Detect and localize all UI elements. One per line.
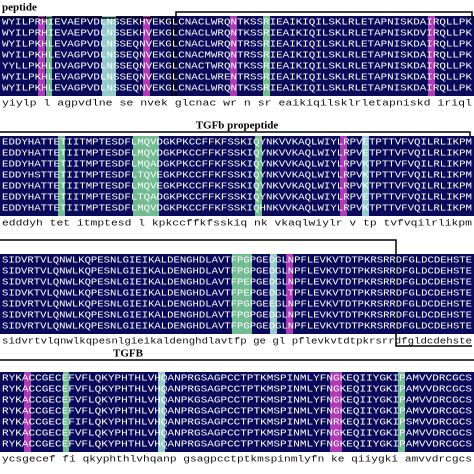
sequence-row: EDDYHATTETIITMPTESDFLMQVDGKPKCCFFKFSSKIQ… [2, 203, 472, 213]
sequence-row: RYKACCGECEFVFLQKYPHTHLVHQANPRGSAGPCCTPTK… [2, 373, 472, 383]
panel [0, 372, 474, 452]
sequence-row: SIDVRTVLQNWLKQPESNLGIEIKALDENGHDLAVTFPGP… [2, 299, 472, 309]
sequence-row: RYKACCGECEFVFLQKYPHTHLVHQANPKGSAGPCCTPTK… [2, 395, 472, 405]
sequence-row: WYILPRHIEVAEPVDLNSSEKHVEKGLCNACLWRQNTKSS… [2, 17, 473, 27]
sequence-row: WYILPKHLEVAGPVDLNSSEQNVEKGLCNACLWRQNTKSS… [2, 83, 473, 93]
sequence-row: WYILPKHLEVAGPVDLNSSEQNVEKGLCNACLWRQNTRSS… [2, 39, 473, 49]
sequence-row: WYILPKHLEVAGPVDLNSSEQNVEKGLCNACLWRENTRSS… [2, 72, 473, 82]
sequence-row: SIDVRTVLQNWLKQPESNLGIEIKALDENGHDLAVTFPGP… [2, 310, 472, 320]
sequence-row: EDDYHATTETIITMPTESDFLMQADGKPKCCFFKFSSKIQ… [2, 159, 472, 169]
sequence-row: EDDYHATTETIITMPTESDFLMQVDGKPKCCFFKFSSKIQ… [2, 148, 472, 158]
region-brackets [0, 11, 474, 361]
sequence-row: RYKACCGECEFIFLQKYPHTHLVHQANPRGSAGPCCTPTK… [2, 417, 472, 427]
sequence-row: EDDYHSTTETIITMPTESDFLTQVEGKPKCCFFKFSSKIQ… [2, 170, 472, 180]
panel [0, 136, 474, 216]
sequence-row: YYLLPKHLDVAGPVDLNSSEQNVEKGLCNACTWRQNTKSS… [2, 61, 473, 71]
consensus-row: sidvrtvlqnwlkqpesnlgieikaldenghdlavtfp g… [2, 336, 472, 346]
sequence-row: WYILPRHIEVAEPVDLNSSEKHVEKGLCNACLWRQNTKSS… [2, 28, 473, 38]
sequence-row: SIDVRTVLQNWLKQPESNLGIEIKALDENGHDLAVTFPGP… [2, 266, 472, 276]
region-label: TGFB [113, 348, 144, 360]
sequence-row: RYKACCGECEFVFLQKYPHTHLVHQANPRGSAGPCCTPTK… [2, 384, 472, 394]
sequence-row: SIDVRTVLQNWLKQPESNLGIEIKALDENGHDLAVTFPEP… [2, 277, 472, 287]
sequence-row: RYKACCGECEFVFLQKYPHTHLVHQANPRGSAGPCCTPTK… [2, 428, 472, 438]
region-label: TGFb propeptide [196, 120, 279, 132]
consensus-row: edddyh tet itmptesd l kpkccffkfsskiq nk … [2, 218, 472, 228]
sequence-row: EDDYHATTETIITMPTESDFLTQADGKPKCCFFKFSSKIQ… [2, 192, 472, 202]
highlights [24, 16, 435, 452]
sequence-row: RYKACCGECEFVFLQKYPHTHLVHQANPRGSAGPCCTPTK… [2, 439, 472, 449]
consensus-row: ycsgecef fi qkyphthlvhqanp gsagpcctptkms… [2, 454, 472, 464]
sequence-row: EDDYHATTETIITMPTESDFLMQVEGKPKCCFFKFSSKIQ… [2, 181, 472, 191]
sequence-row: WYILPKHLEVAGPVDLNSSEQNVEKGLCNACMWRQNTRSS… [2, 50, 473, 60]
consensus-row: yiylp l agpvdlne se nvek glcnac wr n sr … [2, 98, 472, 108]
sequence-row: SIDVRTVLQNWLKQPESNLGIEIKALDENGHDLAVTFPGP… [2, 321, 472, 331]
sequence-row: RYKACCGECEFVFLQKYPHTHLVHQANPRGSAGPCCTPTK… [2, 406, 472, 416]
sequence-row: SIDVRTVLQNWLKQPESNLGIEIKALDENGHDLAVTFPGP… [2, 255, 472, 265]
sequence-row: EDDYHATTETIITMPTESDFLMQVDGKPKCCFFKFSSKIQ… [2, 137, 472, 147]
region-label: peptide [2, 2, 37, 14]
sequence-row: SIDVKTVLQNWLKQPESNLGIEIKALDENGHDLAVTFPEP… [2, 288, 472, 298]
